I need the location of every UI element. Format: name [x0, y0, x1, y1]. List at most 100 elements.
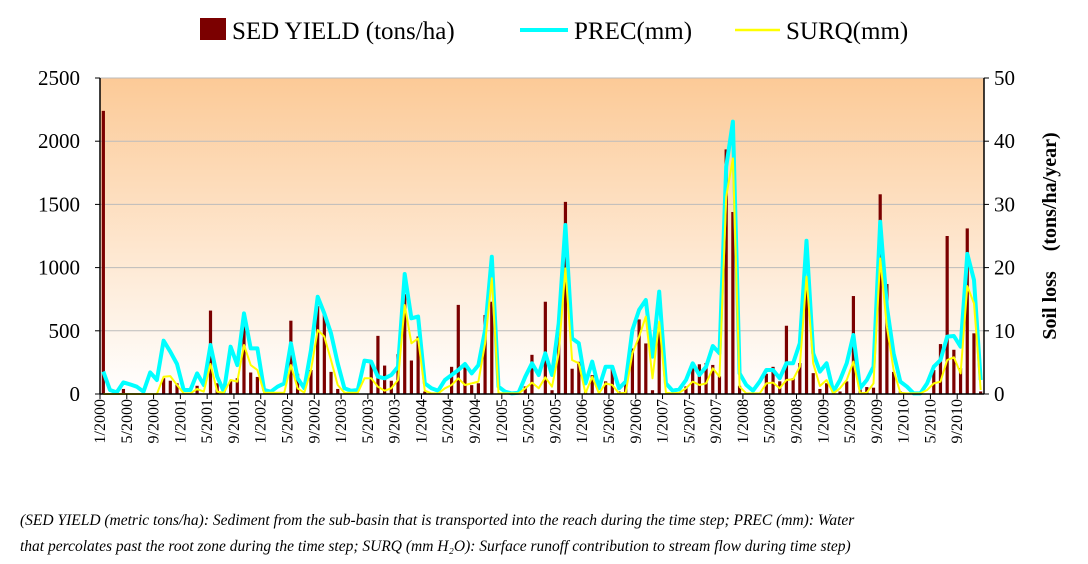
sed-yield-bar: [550, 390, 554, 394]
x-tick-label: 5/2001: [199, 399, 216, 443]
sed-yield-bar: [249, 372, 253, 394]
x-tick-label: 9/2005: [547, 399, 564, 443]
right-tick-label: 30: [994, 192, 1015, 216]
sed-yield-bar: [818, 388, 822, 394]
sed-yield-bar: [543, 301, 547, 394]
sed-yield-bar: [590, 375, 594, 394]
sed-yield-bar: [958, 368, 963, 394]
x-tick-label: 9/2004: [467, 399, 484, 443]
left-tick-label: 1000: [38, 256, 80, 280]
x-tick-label: 9/2001: [226, 399, 243, 443]
sed-yield-bar: [228, 380, 233, 394]
sed-yield-bar: [825, 383, 829, 394]
sed-yield-bar: [932, 369, 936, 394]
sed-yield-bar: [309, 369, 313, 394]
x-tick-label: 9/2002: [306, 399, 323, 443]
sed-yield-bar: [255, 376, 259, 394]
x-tick-label: 9/2007: [708, 399, 725, 443]
sed-yield-bar: [644, 343, 648, 394]
x-tick-label: 1/2009: [815, 399, 832, 443]
sed-yield-bar: [845, 381, 849, 394]
sed-yield-bar: [784, 325, 789, 394]
sed-yield-bar: [865, 387, 869, 394]
x-tick-label: 5/2010: [922, 399, 939, 443]
x-tick-label: 9/2003: [387, 399, 404, 443]
sed-yield-bar: [316, 306, 320, 394]
sed-yield-bar: [416, 336, 420, 394]
x-tick-label: 1/2004: [413, 399, 430, 443]
sed-yield-bar: [952, 349, 956, 394]
left-tick-label: 2000: [38, 129, 80, 153]
sed-yield-bar: [449, 366, 454, 394]
sed-yield-bar: [791, 378, 795, 394]
sed-yield-bar: [684, 386, 688, 394]
x-tick-label: 1/2002: [253, 399, 270, 443]
sed-yield-bar: [463, 367, 467, 394]
x-tick-label: 5/2007: [681, 399, 698, 443]
prec-line: [101, 119, 983, 396]
x-tick-label: 5/2004: [440, 399, 457, 443]
sed-yield-bar: [322, 313, 326, 394]
sed-yield-bar: [938, 344, 943, 394]
sed-yield-bar: [235, 378, 239, 394]
sed-yield-bar: [329, 371, 333, 394]
x-tick-label: 1/2001: [172, 399, 189, 443]
right-tick-label: 10: [994, 319, 1015, 343]
sed-yield-bar: [731, 211, 735, 394]
sed-yield-bar: [409, 360, 414, 394]
left-tick-label: 2500: [38, 66, 80, 90]
sed-yield-bar: [972, 333, 976, 394]
sed-yield-bar: [563, 201, 568, 394]
x-tick-label: 1/2003: [333, 399, 350, 443]
sed-yield-bar: [242, 326, 246, 394]
x-tick-label: 9/2008: [788, 399, 805, 443]
sed-yield-bar: [530, 354, 534, 394]
sed-yield-bar: [838, 391, 842, 394]
x-tick-label: 1/2006: [574, 399, 591, 443]
right-tick-label: 20: [994, 256, 1015, 280]
sed-yield-bar: [456, 304, 460, 394]
x-tick-label: 9/2006: [628, 399, 645, 443]
sed-yield-bar: [717, 376, 722, 394]
sed-yield-bar: [403, 294, 407, 394]
x-tick-label: 9/2010: [949, 399, 966, 443]
x-tick-label: 5/2009: [842, 399, 859, 443]
x-tick-label: 5/2006: [601, 399, 618, 443]
sed-yield-bar: [162, 378, 166, 394]
sed-yield-bar: [811, 373, 815, 394]
legend: SED YIELD (tons/ha) PREC(mm) SURQ(mm): [200, 18, 908, 45]
sed-yield-bar: [724, 149, 728, 394]
sed-yield-bar: [168, 380, 172, 394]
x-tick-label: 9/2000: [146, 399, 163, 443]
sed-yield-bar: [523, 386, 527, 394]
sed-yield-bar: [798, 363, 802, 394]
x-tick-label: 5/2003: [360, 399, 377, 443]
sed-yield-bar: [490, 301, 494, 394]
footnote-line-2: that percolates past the root zone durin…: [20, 538, 851, 555]
sed-yield-bar: [737, 385, 742, 394]
footnote: (SED YIELD (metric tons/ha): Sediment fr…: [20, 508, 1080, 560]
x-tick-label: 1/2000: [92, 399, 109, 443]
x-tick-label: 1/2007: [655, 399, 672, 443]
sed-yield-bar: [570, 368, 574, 394]
right-tick-label: 0: [994, 382, 1005, 406]
sed-yield-bar: [577, 361, 581, 394]
sed-yield-bar: [470, 385, 474, 394]
sed-yield-bar: [637, 319, 641, 394]
right-tick-label: 40: [994, 129, 1015, 153]
sed-yield-bar: [704, 363, 708, 394]
legend-label-sed-yield: SED YIELD (tons/ha): [232, 18, 455, 45]
sed-yield-bar: [804, 289, 809, 394]
x-tick-label: 1/2010: [896, 399, 913, 443]
sed-yield-bar: [289, 320, 293, 394]
x-tick-label: 1/2005: [494, 399, 511, 443]
x-tick-label: 1/2008: [735, 399, 752, 443]
sed-yield-bar: [650, 390, 655, 394]
sed-yield-bar: [604, 381, 608, 394]
left-tick-label: 0: [70, 382, 81, 406]
sed-yield-bar: [476, 383, 480, 394]
right-axis-label: Soil loss (tons/ha/year): [1039, 132, 1061, 339]
x-tick-label: 5/2000: [119, 399, 136, 443]
left-tick-label: 500: [49, 319, 81, 343]
sed-yield-bar: [871, 387, 876, 394]
